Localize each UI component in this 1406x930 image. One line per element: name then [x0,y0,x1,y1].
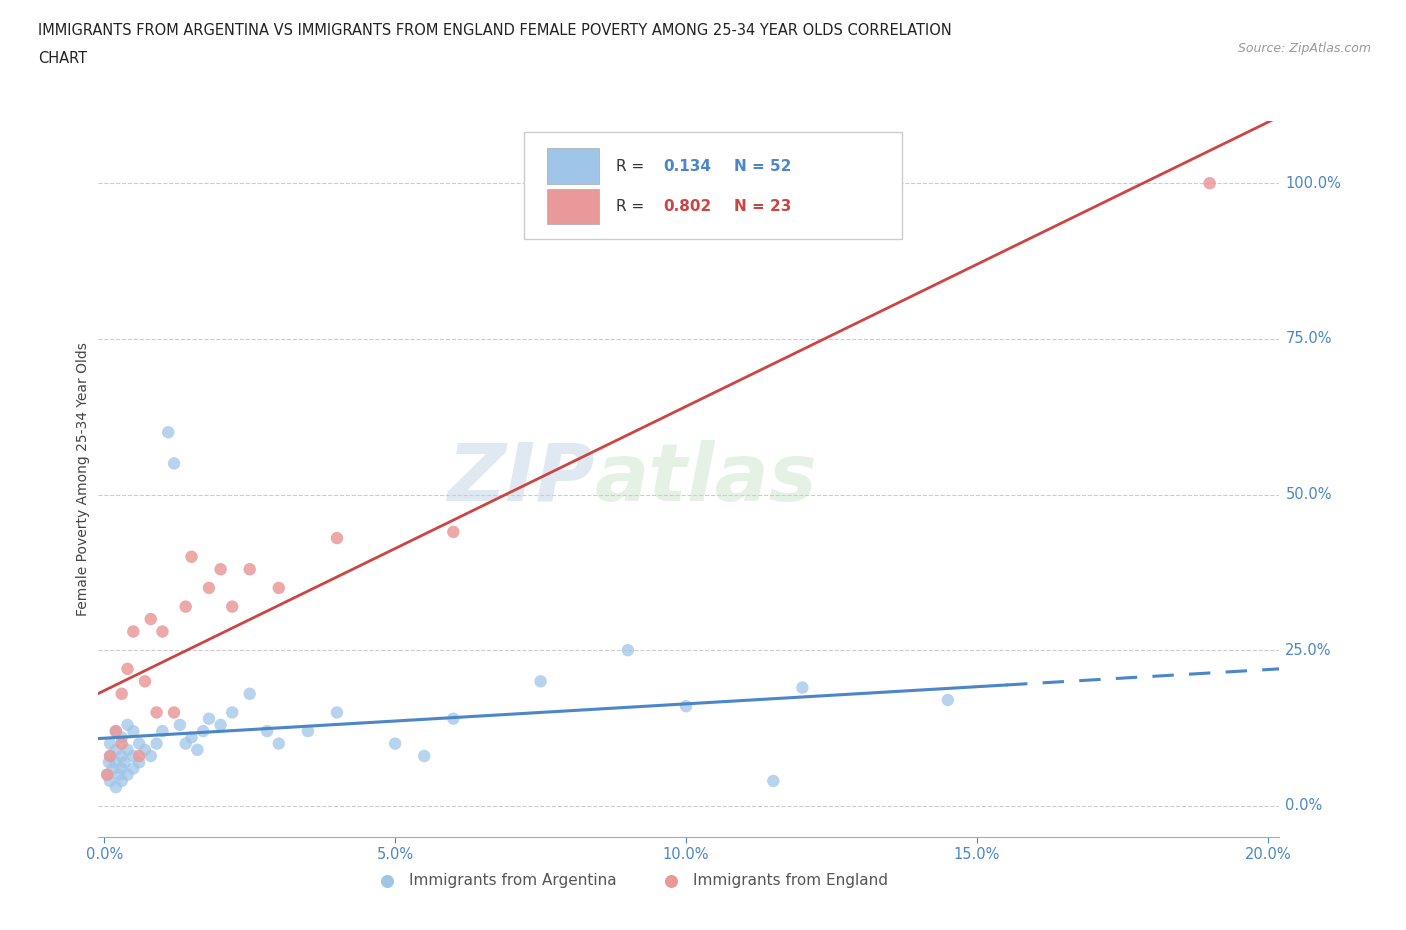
Point [145,705,167,720]
Point [117,661,139,676]
Point [198,711,221,726]
Point [101,761,124,776]
Y-axis label: Female Poverty Among 25-34 Year Olds: Female Poverty Among 25-34 Year Olds [76,342,90,616]
Point [128,755,150,770]
Text: 0.134: 0.134 [664,158,711,174]
Point [114,755,136,770]
Point [297,724,319,738]
Point [122,749,145,764]
Point [104,755,127,770]
Point [134,674,156,689]
Text: IMMIGRANTS FROM ARGENTINA VS IMMIGRANTS FROM ENGLAND FEMALE POVERTY AMONG 25-34 : IMMIGRANTS FROM ARGENTINA VS IMMIGRANTS … [38,23,952,38]
Point [326,705,349,720]
Text: CHART: CHART [38,51,87,66]
Point [675,698,697,713]
Point [198,580,221,595]
Point [163,705,186,720]
Point [221,705,243,720]
Point [122,624,145,639]
Point [617,643,640,658]
Legend: Immigrants from Argentina, Immigrants from England: Immigrants from Argentina, Immigrants fr… [366,867,894,894]
Point [152,624,174,639]
Point [111,749,134,764]
Point [128,749,150,764]
Point [209,562,232,577]
Point [936,693,959,708]
Point [239,562,262,577]
Point [111,686,134,701]
Text: R =: R = [616,199,648,214]
Point [267,737,290,751]
Point [111,737,134,751]
Point [117,717,139,732]
Point [104,742,127,757]
Point [174,599,197,614]
Point [139,612,162,627]
FancyBboxPatch shape [547,149,599,183]
Point [221,599,243,614]
Point [186,742,208,757]
Point [104,724,127,738]
Point [98,749,121,764]
Point [256,724,278,738]
Point [139,749,162,764]
Point [104,779,127,794]
Text: 75.0%: 75.0% [1285,331,1331,346]
Point [157,425,180,440]
Point [117,742,139,757]
Point [174,737,197,751]
Point [122,724,145,738]
Point [122,761,145,776]
Text: atlas: atlas [595,440,817,518]
Point [762,774,785,789]
Point [384,737,406,751]
Text: 25.0%: 25.0% [1285,643,1331,658]
Point [98,749,121,764]
Text: R =: R = [616,158,648,174]
Point [98,774,121,789]
Point [104,724,127,738]
Point [180,730,202,745]
Point [239,686,262,701]
Point [441,525,464,539]
Point [134,742,156,757]
Point [169,717,191,732]
Point [96,767,118,782]
Point [267,580,290,595]
Point [191,724,214,738]
Text: Source: ZipAtlas.com: Source: ZipAtlas.com [1237,42,1371,55]
Text: 100.0%: 100.0% [1285,176,1341,191]
Point [529,674,551,689]
Point [1198,176,1220,191]
Point [145,737,167,751]
Point [111,730,134,745]
Text: N = 52: N = 52 [734,158,792,174]
Point [792,680,814,695]
Point [97,755,120,770]
Point [163,456,186,471]
Point [326,531,349,546]
Point [107,767,129,782]
Text: N = 23: N = 23 [734,199,792,214]
FancyBboxPatch shape [523,132,901,239]
Point [180,550,202,565]
Point [152,724,174,738]
Point [209,717,232,732]
Text: 50.0%: 50.0% [1285,487,1331,502]
Point [98,737,121,751]
Text: 0.802: 0.802 [664,199,711,214]
Point [111,774,134,789]
Point [441,711,464,726]
Point [413,749,436,764]
Point [128,737,150,751]
Point [111,761,134,776]
FancyBboxPatch shape [547,190,599,224]
Point [117,767,139,782]
Text: ZIP: ZIP [447,440,595,518]
Text: 0.0%: 0.0% [1285,798,1323,814]
Point [96,767,118,782]
